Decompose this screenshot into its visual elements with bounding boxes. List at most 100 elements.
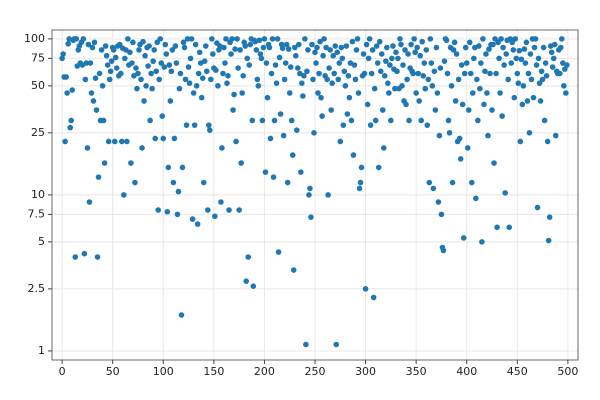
point	[312, 49, 318, 56]
point	[173, 60, 180, 66]
point	[268, 70, 275, 77]
point	[434, 90, 441, 96]
point	[238, 160, 244, 166]
point	[563, 90, 569, 96]
point	[96, 70, 103, 77]
point	[85, 41, 92, 48]
point	[269, 36, 276, 42]
point	[111, 138, 118, 145]
point	[453, 51, 460, 57]
point	[91, 39, 98, 46]
point	[125, 36, 131, 42]
point	[466, 39, 473, 46]
point	[90, 98, 97, 104]
point	[372, 117, 379, 124]
point	[330, 52, 337, 59]
point	[355, 90, 362, 96]
point	[172, 43, 179, 49]
point	[329, 80, 335, 86]
point	[327, 47, 333, 53]
point	[403, 101, 409, 108]
point	[317, 38, 323, 45]
point	[494, 224, 500, 231]
point	[412, 49, 418, 56]
point	[428, 60, 435, 66]
y-tick-label: 2.5	[28, 282, 46, 295]
point	[517, 138, 524, 145]
point	[423, 47, 430, 53]
point	[141, 98, 147, 104]
point	[72, 254, 79, 260]
point	[233, 138, 239, 145]
point	[340, 122, 347, 128]
point	[498, 36, 504, 42]
point	[176, 85, 183, 92]
point	[463, 60, 470, 66]
point	[375, 164, 382, 171]
point	[63, 74, 69, 80]
point	[470, 90, 476, 96]
point	[140, 38, 146, 45]
point	[387, 62, 393, 68]
point	[487, 70, 493, 77]
point	[493, 70, 499, 77]
point	[299, 80, 305, 86]
point	[539, 76, 546, 83]
point	[69, 87, 76, 93]
point	[479, 239, 485, 245]
point	[455, 76, 462, 83]
point	[338, 44, 345, 51]
point	[475, 117, 481, 124]
point	[545, 237, 552, 244]
point	[62, 138, 68, 145]
point	[365, 55, 372, 62]
point	[450, 47, 457, 53]
point	[546, 214, 553, 220]
point	[449, 179, 456, 186]
point	[289, 152, 296, 158]
point	[384, 44, 390, 51]
point	[351, 62, 358, 68]
point	[353, 47, 360, 53]
point	[107, 68, 114, 75]
point	[273, 80, 280, 86]
point	[152, 135, 158, 142]
point	[309, 41, 315, 48]
point	[474, 76, 480, 83]
point	[128, 160, 134, 166]
point	[335, 76, 342, 83]
point	[556, 70, 563, 77]
point	[201, 58, 208, 64]
point	[543, 72, 550, 79]
point	[367, 122, 374, 128]
point	[433, 44, 440, 51]
point	[404, 76, 410, 83]
point	[512, 36, 519, 42]
point	[59, 55, 65, 62]
point	[540, 44, 547, 51]
point	[534, 204, 541, 211]
point	[559, 36, 565, 42]
point	[508, 60, 515, 66]
point	[110, 47, 117, 53]
point	[426, 179, 433, 186]
point	[80, 36, 87, 42]
point	[186, 80, 193, 86]
point	[286, 90, 293, 96]
point	[505, 76, 512, 83]
point	[245, 254, 252, 260]
point	[146, 43, 152, 49]
point	[234, 36, 240, 42]
point	[243, 278, 250, 284]
point	[163, 51, 170, 57]
point	[481, 101, 487, 108]
point	[389, 55, 395, 62]
point	[324, 76, 330, 83]
point	[480, 36, 486, 42]
point	[549, 64, 556, 70]
point	[164, 208, 171, 215]
point	[89, 44, 96, 51]
point	[122, 55, 128, 62]
point	[349, 38, 356, 45]
point	[174, 211, 181, 218]
